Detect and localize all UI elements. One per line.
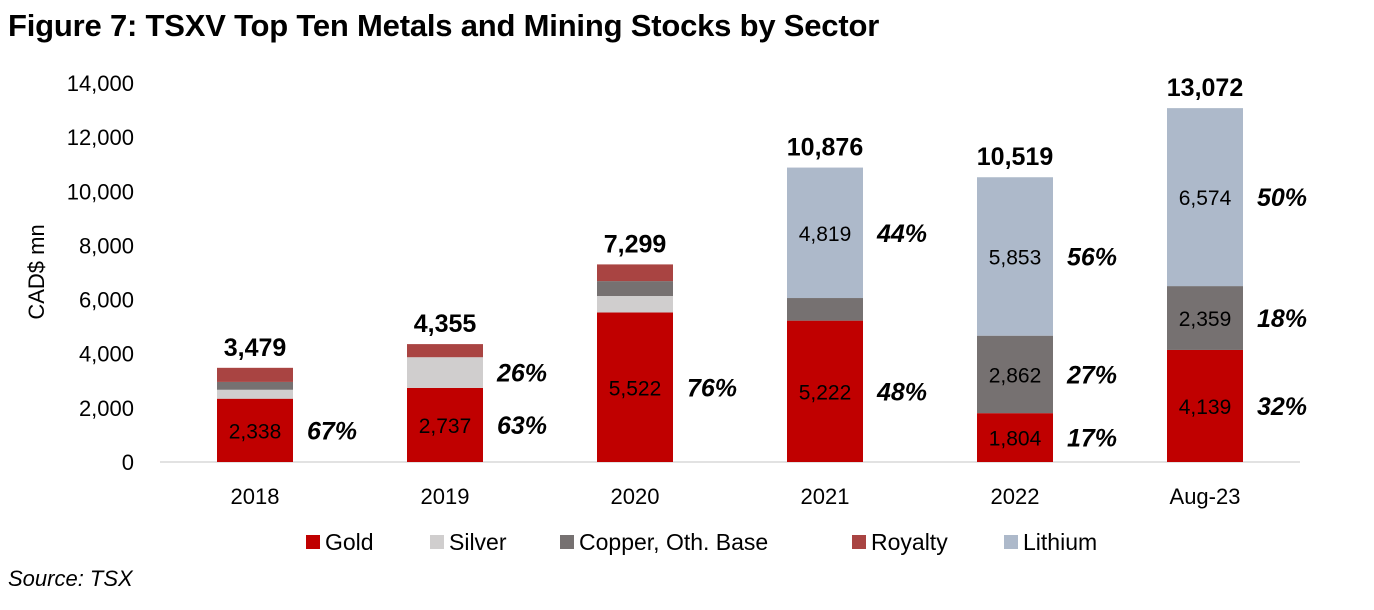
bar-segment-gold	[407, 387, 483, 462]
bar-segment-gold	[1167, 349, 1243, 462]
segment-value-label: 1,804	[989, 428, 1042, 451]
segment-value-label: 6,574	[1179, 187, 1232, 210]
segment-value-label: 2,359	[1179, 308, 1232, 331]
y-tick-label: 2,000	[79, 396, 134, 421]
bar-segment-silver	[597, 295, 673, 313]
x-tick-label: 2022	[991, 484, 1040, 509]
bar-total-label: 3,479	[224, 334, 287, 362]
legend-label: Silver	[449, 529, 507, 555]
legend-swatch	[430, 535, 444, 549]
segment-value-label: 4,139	[1179, 396, 1232, 419]
legend-swatch	[852, 535, 866, 549]
percent-annotation: 67%	[307, 417, 357, 445]
percent-annotation: 32%	[1257, 393, 1307, 421]
legend-swatch	[306, 535, 320, 549]
bar-segment-lithium	[977, 177, 1053, 336]
legend-swatch	[560, 535, 574, 549]
y-tick-label: 6,000	[79, 288, 134, 313]
y-tick-label: 10,000	[67, 179, 134, 204]
segment-value-label: 5,222	[799, 381, 852, 404]
percent-annotation: 76%	[687, 374, 737, 402]
bar-segment-copper-oth-base	[597, 281, 673, 296]
percent-annotation: 18%	[1257, 305, 1307, 333]
bars	[217, 108, 1243, 462]
percent-annotation: 26%	[496, 360, 547, 388]
segment-value-label: 5,853	[989, 246, 1042, 269]
bar-segment-gold	[597, 312, 673, 462]
segment-value-label: 4,819	[799, 223, 852, 246]
y-axis-label: CAD$ mn	[24, 224, 49, 319]
bar-total-label: 10,519	[977, 143, 1053, 171]
segment-value-label: 2,862	[989, 364, 1042, 387]
bar-segment-copper-oth-base	[1167, 286, 1243, 350]
bar-total-label: 4,355	[414, 310, 477, 338]
y-tick-label: 14,000	[67, 71, 134, 96]
legend-item-gold: Gold	[306, 529, 374, 555]
bar-segment-gold	[787, 320, 863, 462]
y-tick-label: 4,000	[79, 342, 134, 367]
legend-item-lithium: Lithium	[1004, 529, 1097, 555]
segment-value-label: 2,737	[419, 415, 472, 438]
x-tick-label: Aug-23	[1170, 484, 1241, 509]
y-tick-label: 12,000	[67, 125, 134, 150]
legend: Gold Silver Copper, Oth. Base Royalty Lithiu…	[306, 529, 1097, 555]
legend-label: Copper, Oth. Base	[579, 529, 768, 555]
bar-total-label: 10,876	[787, 134, 863, 162]
percent-annotation: 44%	[876, 220, 927, 248]
x-tick-label: 2019	[421, 484, 470, 509]
bar-segment-royalty	[407, 344, 483, 358]
segment-value-label: 2,338	[229, 420, 282, 443]
percent-annotation: 56%	[1067, 243, 1117, 271]
percent-annotation: 27%	[1066, 361, 1117, 389]
bar-segment-lithium	[787, 167, 863, 299]
x-tick-label: 2021	[801, 484, 850, 509]
bar-segment-gold	[977, 413, 1053, 462]
bar-segment-silver	[217, 389, 293, 399]
bar-segment-royalty	[217, 367, 293, 382]
y-axis: 0 2,000 4,000 6,000 8,000 10,000 12,000 14,000	[67, 71, 134, 475]
legend-label: Gold	[325, 529, 374, 555]
source-note: Source: TSX	[8, 566, 133, 591]
percent-annotation: 17%	[1067, 425, 1117, 453]
bar-segment-copper-oth-base	[977, 335, 1053, 414]
chart-title: Figure 7: TSXV Top Ten Metals and Mining…	[8, 8, 880, 43]
x-tick-label: 2018	[231, 484, 280, 509]
legend-label: Lithium	[1023, 529, 1097, 555]
legend-swatch	[1004, 535, 1018, 549]
bar-segment-lithium	[1167, 108, 1243, 287]
bar-segment-copper-oth-base	[787, 298, 863, 321]
bar-segment-silver	[407, 357, 483, 388]
bar-total-label: 7,299	[604, 230, 667, 258]
y-tick-label: 0	[122, 450, 134, 475]
bar-total-label: 13,072	[1167, 74, 1243, 102]
data-labels: 3,479 2,338 67% 4,355 2,737 63% 26% 7,299 5,522 7…	[224, 74, 1307, 452]
percent-annotation: 50%	[1257, 184, 1307, 212]
percent-annotation: 48%	[876, 378, 927, 406]
percent-annotation: 63%	[497, 412, 547, 440]
legend-label: Royalty	[871, 529, 948, 555]
x-tick-label: 2020	[611, 484, 660, 509]
legend-item-royalty: Royalty	[852, 529, 948, 555]
bar-segment-royalty	[597, 264, 673, 282]
legend-item-silver: Silver	[430, 529, 507, 555]
x-axis-categories: 2018 2019 2020 2021 2022 Aug-23	[231, 484, 1241, 509]
bar-segment-copper-oth-base	[217, 381, 293, 390]
legend-item-copper-oth-base: Copper, Oth. Base	[560, 529, 768, 555]
segment-value-label: 5,522	[609, 377, 662, 400]
y-tick-label: 8,000	[79, 233, 134, 258]
bar-segment-gold	[217, 398, 293, 462]
